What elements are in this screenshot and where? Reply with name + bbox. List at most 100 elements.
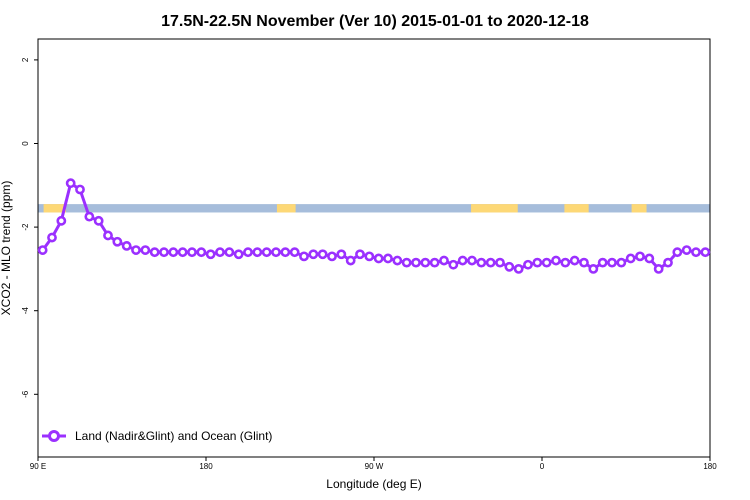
data-point [47,232,57,243]
land-band-segment [631,204,647,213]
data-point [448,259,459,270]
data-point [420,257,431,268]
data-point [616,257,627,268]
y-axis-label: XCO2 - MLO trend (ppm) [0,181,13,316]
land-band-segment [564,204,589,213]
legend-marker-swatch [48,430,60,442]
data-point [121,241,132,251]
data-point [672,247,683,258]
x-tick-label: 90 E [30,462,46,471]
data-point [429,257,440,268]
data-point [261,247,272,258]
y-axis: 2 0 -2 -4 -6 [21,57,38,398]
data-point [215,247,225,258]
data-point [681,245,692,255]
data-point [541,257,552,268]
y-tick-label: -6 [21,390,30,398]
data-point [327,251,337,262]
data-point [364,251,375,262]
data-point [37,245,48,255]
x-tick-label: 180 [199,462,213,471]
data-point [644,253,655,264]
data-point [345,255,356,266]
data-point [131,245,141,255]
data-point [168,247,179,258]
data-point [355,249,365,260]
data-point [467,255,477,266]
data-point [243,247,253,258]
data-point [56,215,67,226]
data-point [187,247,197,258]
data-point [635,251,645,262]
data-point [513,263,524,274]
data-point [569,255,580,266]
land-band-segment [43,204,66,213]
data-point [177,247,188,258]
data-point [373,253,384,264]
data-point [84,211,95,222]
legend-label: Land (Nadir&Glint) and Ocean (Glint) [75,429,272,443]
x-axis: 90 E 180 90 W 0 180 [30,457,717,471]
data-point [383,253,393,264]
data-point [75,184,85,195]
chart-title: 17.5N-22.5N November (Ver 10) 2015-01-01… [161,13,589,30]
x-tick-label: 180 [703,462,717,471]
data-point [299,251,309,262]
data-point [579,257,589,268]
data-point [485,257,496,268]
data-point [663,257,673,268]
data-point [224,247,235,258]
land-band-segment [471,204,518,213]
y-tick-label: -4 [21,307,30,315]
data-point [140,245,151,255]
data-point [439,255,449,266]
data-point [607,257,617,268]
data-point [495,257,505,268]
legend: Land (Nadir&Glint) and Ocean (Glint) [42,429,272,443]
data-point [112,236,123,247]
data-point [560,257,571,268]
ocean-band [38,204,710,213]
data-point [392,255,403,266]
data-point [588,263,599,274]
y-tick-label: -2 [21,223,30,231]
data-point [252,247,263,258]
data-point [532,257,543,268]
data-point [691,247,701,258]
land-band-segment [276,204,296,213]
x-tick-label: 90 W [365,462,384,471]
data-point [308,249,319,260]
data-point [523,259,533,270]
data-point [476,257,487,268]
data-point [504,261,515,272]
data-point [597,257,608,268]
data-point [625,253,636,264]
data-point [336,249,347,260]
data-point [289,247,300,258]
data-point [551,255,561,266]
data-point [233,249,244,260]
data-point [411,257,421,268]
data-point [653,263,664,274]
data-point [149,247,160,258]
series-group [37,178,711,274]
y-tick-label: 0 [21,141,30,146]
y-tick-label: 2 [21,57,30,62]
data-point [280,247,291,258]
data-point [271,247,281,258]
data-point [65,178,76,189]
x-axis-label: Longitude (deg E) [326,477,421,491]
data-point [196,247,207,258]
data-point [700,247,711,258]
data-point [205,249,216,260]
data-point [159,247,169,258]
data-point [103,230,113,241]
land-ocean-band [38,204,710,213]
data-point [401,257,412,268]
x-tick-label: 0 [540,462,545,471]
data-point [457,255,468,266]
data-point [317,249,328,260]
data-point [93,215,104,226]
